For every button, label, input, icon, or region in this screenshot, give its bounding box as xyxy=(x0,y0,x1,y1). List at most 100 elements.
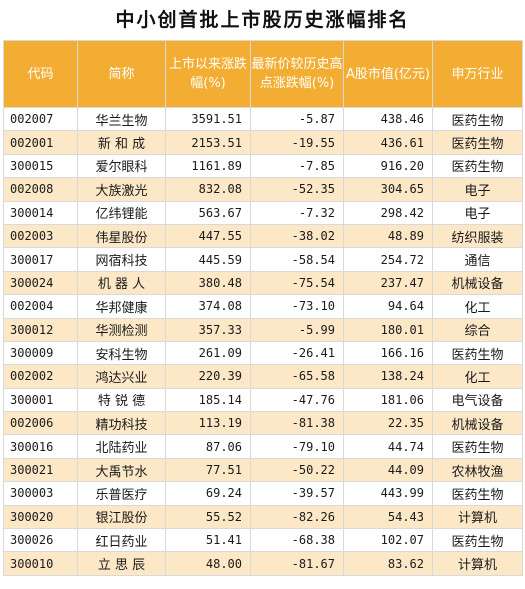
cell-market-cap: 22.35 xyxy=(343,411,433,436)
cell-code: 300014 xyxy=(3,200,78,225)
cell-gain: 87.06 xyxy=(165,434,251,459)
cell-gain: 380.48 xyxy=(165,270,251,296)
table-body: 002007 华兰生物 3591.51 -5.87 438.46 医药生物 002001 新 … xyxy=(3,106,523,576)
cell-market-cap: 138.24 xyxy=(343,364,433,389)
table-row: 300024 机 器 人 380.48 -75.54 237.47 机械设备 xyxy=(3,270,523,296)
cell-name: 爱尔眼科 xyxy=(77,153,166,179)
cell-name: 机 器 人 xyxy=(77,270,166,296)
cell-code: 300026 xyxy=(3,528,78,553)
header-industry: 申万行业 xyxy=(432,40,523,108)
cell-name: 华邦健康 xyxy=(77,294,166,319)
cell-industry: 医药生物 xyxy=(432,340,523,366)
table-row: 300016 北陆药业 87.06 -79.10 44.74 医药生物 xyxy=(3,434,523,459)
cell-market-cap: 443.99 xyxy=(343,481,433,506)
cell-from-high: -7.32 xyxy=(250,200,344,225)
cell-industry: 医药生物 xyxy=(432,153,523,179)
cell-from-high: -52.35 xyxy=(250,177,344,202)
cell-market-cap: 436.61 xyxy=(343,130,433,155)
cell-from-high: -50.22 xyxy=(250,457,344,483)
cell-from-high: -81.67 xyxy=(250,551,344,576)
cell-market-cap: 438.46 xyxy=(343,106,433,132)
cell-from-high: -47.76 xyxy=(250,387,344,413)
cell-market-cap: 44.74 xyxy=(343,434,433,459)
cell-from-high: -79.10 xyxy=(250,434,344,459)
cell-code: 300012 xyxy=(3,317,78,342)
cell-from-high: -58.54 xyxy=(250,247,344,272)
cell-market-cap: 181.06 xyxy=(343,387,433,413)
cell-code: 002002 xyxy=(3,364,78,389)
cell-from-high: -26.41 xyxy=(250,340,344,366)
cell-market-cap: 298.42 xyxy=(343,200,433,225)
cell-code: 300017 xyxy=(3,247,78,272)
cell-market-cap: 94.64 xyxy=(343,294,433,319)
cell-from-high: -82.26 xyxy=(250,504,344,530)
cell-name: 亿纬锂能 xyxy=(77,200,166,225)
table-row: 002007 华兰生物 3591.51 -5.87 438.46 医药生物 xyxy=(3,106,523,132)
table-row: 300009 安科生物 261.09 -26.41 166.16 医药生物 xyxy=(3,340,523,366)
cell-industry: 电子 xyxy=(432,200,523,225)
cell-industry: 通信 xyxy=(432,247,523,272)
cell-from-high: -65.58 xyxy=(250,364,344,389)
table-row: 002004 华邦健康 374.08 -73.10 94.64 化工 xyxy=(3,294,523,319)
cell-from-high: -38.02 xyxy=(250,223,344,249)
cell-code: 300021 xyxy=(3,457,78,483)
cell-name: 红日药业 xyxy=(77,528,166,553)
cell-gain: 55.52 xyxy=(165,504,251,530)
cell-name: 华兰生物 xyxy=(77,106,166,132)
table-row: 300021 大禹节水 77.51 -50.22 44.09 农林牧渔 xyxy=(3,457,523,483)
cell-gain: 48.00 xyxy=(165,551,251,576)
cell-market-cap: 304.65 xyxy=(343,177,433,202)
cell-industry: 纺织服装 xyxy=(432,223,523,249)
cell-code: 002003 xyxy=(3,223,78,249)
cell-industry: 医药生物 xyxy=(432,481,523,506)
cell-industry: 医药生物 xyxy=(432,528,523,553)
table-row: 002001 新 和 成 2153.51 -19.55 436.61 医药生物 xyxy=(3,130,523,155)
cell-code: 002001 xyxy=(3,130,78,155)
cell-gain: 563.67 xyxy=(165,200,251,225)
cell-industry: 医药生物 xyxy=(432,130,523,155)
cell-from-high: -73.10 xyxy=(250,294,344,319)
cell-code: 002004 xyxy=(3,294,78,319)
cell-name: 网宿科技 xyxy=(77,247,166,272)
cell-industry: 电子 xyxy=(432,177,523,202)
cell-gain: 445.59 xyxy=(165,247,251,272)
table-row: 002006 精功科技 113.19 -81.38 22.35 机械设备 xyxy=(3,411,523,436)
cell-market-cap: 166.16 xyxy=(343,340,433,366)
cell-gain: 185.14 xyxy=(165,387,251,413)
cell-name: 精功科技 xyxy=(77,411,166,436)
cell-industry: 医药生物 xyxy=(432,106,523,132)
page-title: 中小创首批上市股历史涨幅排名 xyxy=(115,9,410,31)
table-row: 300015 爱尔眼科 1161.89 -7.85 916.20 医药生物 xyxy=(3,153,523,179)
cell-from-high: -19.55 xyxy=(250,130,344,155)
header-gain: 上市以来涨跌幅(%) xyxy=(165,40,251,108)
cell-code: 002008 xyxy=(3,177,78,202)
cell-from-high: -39.57 xyxy=(250,481,344,506)
cell-from-high: -5.99 xyxy=(250,317,344,342)
cell-name: 华测检测 xyxy=(77,317,166,342)
table-row: 300003 乐普医疗 69.24 -39.57 443.99 医药生物 xyxy=(3,481,523,506)
cell-market-cap: 254.72 xyxy=(343,247,433,272)
cell-gain: 3591.51 xyxy=(165,106,251,132)
cell-gain: 261.09 xyxy=(165,340,251,366)
table-row: 300012 华测检测 357.33 -5.99 180.01 综合 xyxy=(3,317,523,342)
cell-industry: 机械设备 xyxy=(432,411,523,436)
table-row: 300026 红日药业 51.41 -68.38 102.07 医药生物 xyxy=(3,528,523,553)
cell-name: 大禹节水 xyxy=(77,457,166,483)
cell-market-cap: 48.89 xyxy=(343,223,433,249)
cell-name: 立 思 辰 xyxy=(77,551,166,576)
ranking-table: 代码 简称 上市以来涨跌幅(%) 最新价较历史高点涨跌幅(%) A股市值(亿元)… xyxy=(3,40,523,576)
table-header: 代码 简称 上市以来涨跌幅(%) 最新价较历史高点涨跌幅(%) A股市值(亿元)… xyxy=(3,40,523,108)
cell-gain: 2153.51 xyxy=(165,130,251,155)
cell-industry: 计算机 xyxy=(432,504,523,530)
cell-gain: 1161.89 xyxy=(165,153,251,179)
cell-name: 安科生物 xyxy=(77,340,166,366)
cell-market-cap: 54.43 xyxy=(343,504,433,530)
cell-code: 300016 xyxy=(3,434,78,459)
cell-industry: 电气设备 xyxy=(432,387,523,413)
header-from-high: 最新价较历史高点涨跌幅(%) xyxy=(250,40,344,108)
cell-market-cap: 180.01 xyxy=(343,317,433,342)
cell-code: 300010 xyxy=(3,551,78,576)
cell-industry: 医药生物 xyxy=(432,434,523,459)
cell-gain: 113.19 xyxy=(165,411,251,436)
cell-gain: 447.55 xyxy=(165,223,251,249)
